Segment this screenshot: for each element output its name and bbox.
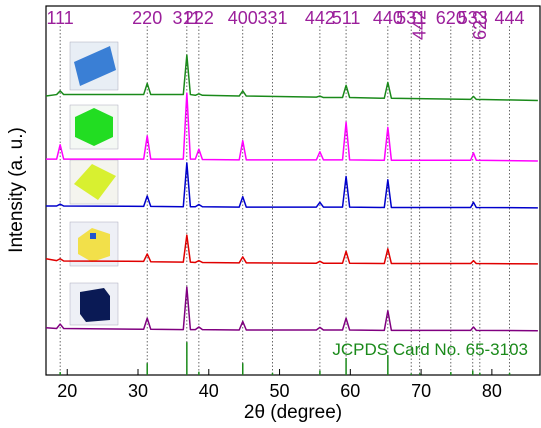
x-tick-label: 70 — [411, 381, 431, 401]
xrd-pattern — [45, 54, 538, 102]
reflection-label: 440 — [373, 8, 403, 28]
x-tick-label: 20 — [57, 381, 77, 401]
reflection-label: 400 — [228, 8, 258, 28]
xrd-pattern — [45, 234, 538, 265]
reflection-label: 511 — [332, 8, 361, 28]
reflection-label: 311 — [172, 8, 201, 28]
x-tick-label: 50 — [270, 381, 290, 401]
reference-label: JCPDS Card No. 65-3103 — [332, 340, 528, 359]
y-axis-label: Intensity (a. u.) — [6, 127, 27, 253]
reflection-label: 533 — [458, 8, 488, 28]
inset-plate — [69, 159, 119, 205]
insets — [69, 41, 119, 326]
reflection-label: 620 — [436, 8, 466, 28]
x-tick-label: 40 — [199, 381, 219, 401]
inset-cube — [69, 282, 119, 326]
xrd-pattern — [46, 162, 538, 209]
reflection-label: 622 — [470, 10, 490, 40]
x-tick-label: 80 — [482, 381, 502, 401]
reflection-label: 442 — [410, 10, 430, 40]
inset-sheet — [69, 41, 119, 91]
xrd-pattern — [46, 92, 538, 162]
reflection-label: 220 — [132, 8, 162, 28]
inset-hexagon — [69, 104, 119, 150]
x-tick-label: 60 — [340, 381, 360, 401]
reflection-label: 444 — [495, 8, 525, 28]
x-axis-label: 2θ (degree) — [244, 402, 342, 423]
reflection-label: 442 — [305, 8, 335, 28]
plot-frame — [45, 5, 541, 376]
reflection-label: 331 — [257, 8, 287, 28]
x-tick-label: 30 — [128, 381, 148, 401]
inset-truncated-cube — [69, 221, 119, 267]
reflection-label: 531 — [396, 8, 426, 28]
xrd-pattern — [45, 286, 538, 332]
reflection-label: 222 — [184, 8, 214, 28]
reflection-label: 111 — [46, 8, 73, 28]
